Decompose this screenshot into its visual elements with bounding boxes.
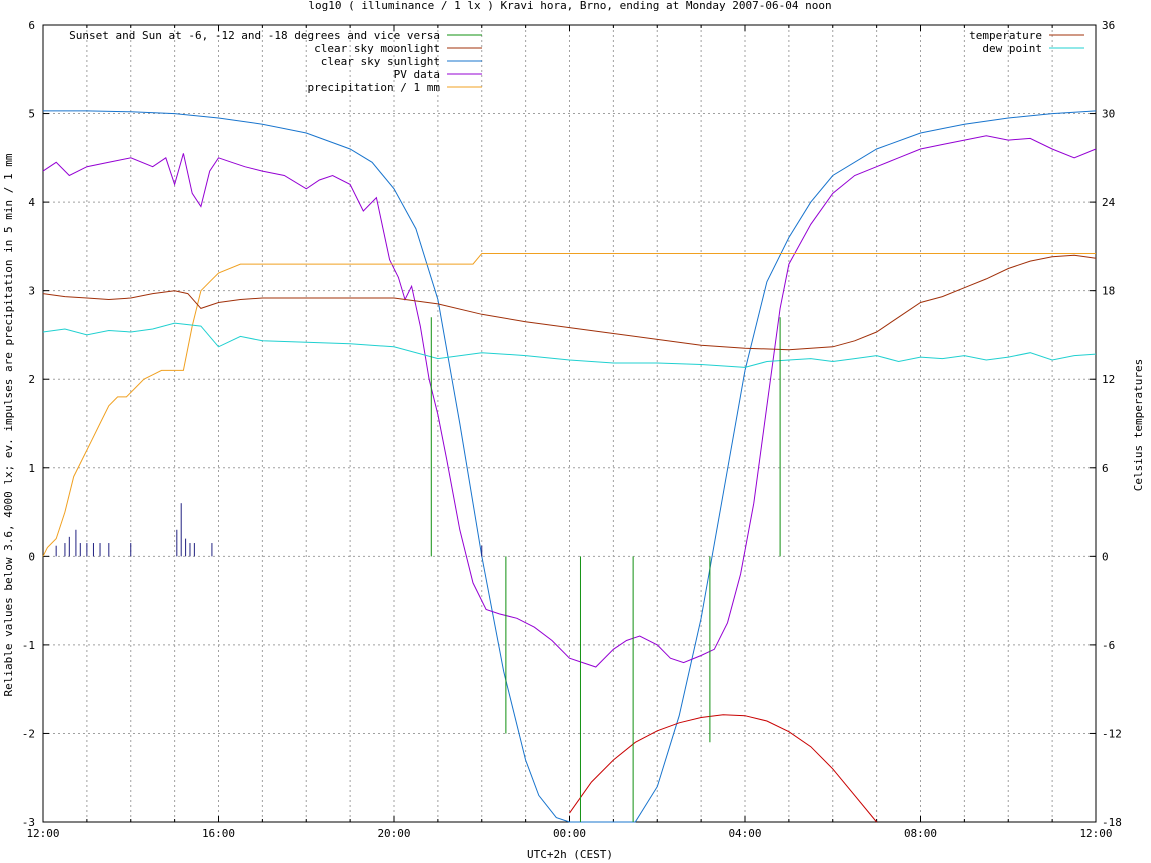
x-axis-label: UTC+2h (CEST) — [527, 848, 613, 861]
legend-label: precipitation / 1 mm — [308, 81, 441, 94]
y2-tick-label: -18 — [1102, 816, 1122, 829]
y2-tick-label: 30 — [1102, 108, 1115, 121]
grid — [43, 25, 1096, 822]
legend-label: Sunset and Sun at -6, -12 and -18 degree… — [69, 29, 440, 42]
y-tick-label: -2 — [22, 727, 35, 740]
y-tick-label: -1 — [22, 639, 35, 652]
series-line-clear-sky-moonlight — [569, 714, 877, 823]
series-line-precipitation-1-mm — [42, 253, 1096, 557]
y2-axis-label: Celsius temperatures — [1132, 359, 1145, 491]
y-tick-label: 5 — [28, 108, 35, 121]
x-tick-label: 04:00 — [728, 827, 761, 840]
y-tick-label: 6 — [28, 19, 35, 32]
legend-label: dew point — [982, 42, 1042, 55]
y-tick-label: 1 — [28, 462, 35, 475]
series-line-clear-sky-sunlight — [43, 110, 1097, 823]
y2-tick-label: -6 — [1102, 639, 1115, 652]
series-line-temperature — [42, 254, 1097, 351]
plot-frame — [42, 24, 1097, 823]
legend-label: clear sky moonlight — [314, 42, 440, 55]
y2-tick-label: 0 — [1102, 550, 1109, 563]
series-line-pv-data — [42, 135, 1097, 668]
legend-label: clear sky sunlight — [321, 55, 440, 68]
y-tick-label: 4 — [28, 196, 35, 209]
y-tick-label: 2 — [28, 373, 35, 386]
x-tick-label: 08:00 — [904, 827, 937, 840]
y2-tick-label: 6 — [1102, 462, 1109, 475]
legend-label: PV data — [394, 68, 440, 81]
x-tick-label: 20:00 — [377, 827, 410, 840]
axis-ticks: 12:00 16:00 20:00 00:00 04:00 08:00 12:00-3-2-… — [22, 19, 1122, 840]
y-axis-label: Reliable values below 3.6, 4000 lx; ev. … — [2, 153, 15, 696]
x-tick-label: 12:00 — [1079, 827, 1112, 840]
y2-tick-label: 12 — [1102, 373, 1115, 386]
y2-tick-label: 36 — [1102, 19, 1115, 32]
legend: Sunset and Sun at -6, -12 and -18 degree… — [69, 29, 1084, 94]
series-line-dew-point — [42, 322, 1097, 368]
x-tick-label: 12:00 — [26, 827, 59, 840]
y2-tick-label: -12 — [1102, 727, 1122, 740]
y-tick-label: 3 — [28, 285, 35, 298]
y2-tick-label: 24 — [1102, 196, 1116, 209]
y-tick-label: -3 — [22, 816, 35, 829]
legend-label: temperature — [969, 29, 1042, 42]
x-tick-label: 16:00 — [202, 827, 235, 840]
chart-title: log10 ( illuminance / 1 lx ) Kravi hora,… — [308, 0, 831, 12]
x-tick-label: 00:00 — [553, 827, 586, 840]
y2-tick-label: 18 — [1102, 285, 1115, 298]
y-tick-label: 0 — [28, 550, 35, 563]
chart-marks — [42, 110, 1097, 823]
